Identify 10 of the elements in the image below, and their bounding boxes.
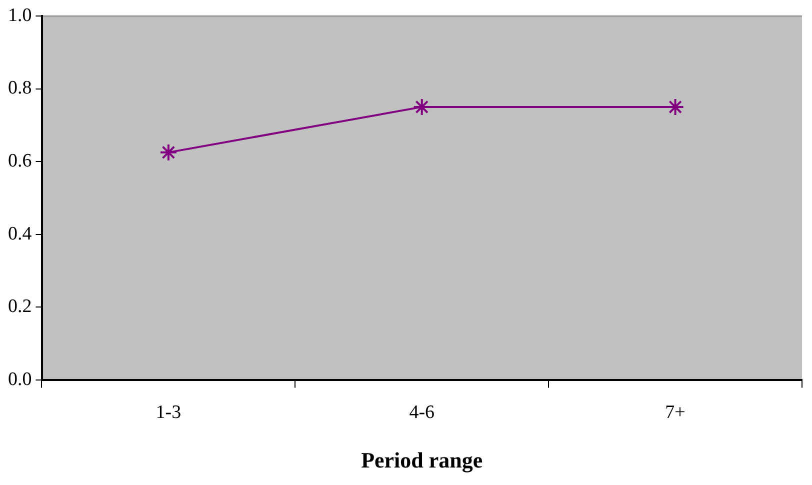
y-tick-label: 0.2 [8, 296, 32, 318]
y-tick-label: 0.8 [8, 78, 32, 99]
x-tick-label: 7+ [665, 402, 686, 424]
y-tick-label: 0.4 [8, 223, 32, 244]
text: 1.0 [8, 4, 32, 26]
y-tick-label: 0.6 [8, 150, 32, 172]
x-tick-label: 1-3 [156, 402, 182, 424]
x-tick-label: 4-6 [409, 402, 435, 424]
text: 0.0 [8, 368, 32, 390]
x-axis-title: Period range [361, 447, 483, 472]
